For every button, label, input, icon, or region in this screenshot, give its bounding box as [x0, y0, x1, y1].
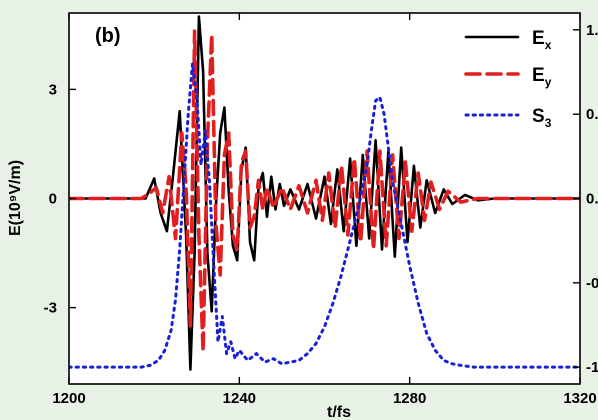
x-tick-label: 1280	[393, 390, 426, 407]
y-tick-label: 0	[49, 191, 57, 208]
x-tick-label: 1240	[223, 390, 256, 407]
y-tick-label: 3	[49, 81, 57, 98]
series-e-y-line	[69, 29, 580, 354]
x-tick-label: 1200	[52, 390, 85, 407]
y2-tick-label: -1	[586, 359, 598, 376]
y2-tick-label: 0.	[586, 191, 598, 208]
y-tick-label: -3	[44, 300, 57, 317]
x-tick-label: 1320	[563, 390, 596, 407]
series-e-x-line	[69, 15, 580, 371]
x-axis-title: t/fs	[327, 404, 351, 420]
y2-tick-label: 1.	[586, 22, 598, 39]
panel-label: (b)	[95, 25, 121, 47]
y-axis-title: E(10⁹V/m)	[7, 160, 24, 236]
y2-tick-label: 0.	[586, 106, 598, 123]
y2-tick-label: -0	[586, 275, 598, 292]
series-s-3-line	[69, 62, 580, 369]
